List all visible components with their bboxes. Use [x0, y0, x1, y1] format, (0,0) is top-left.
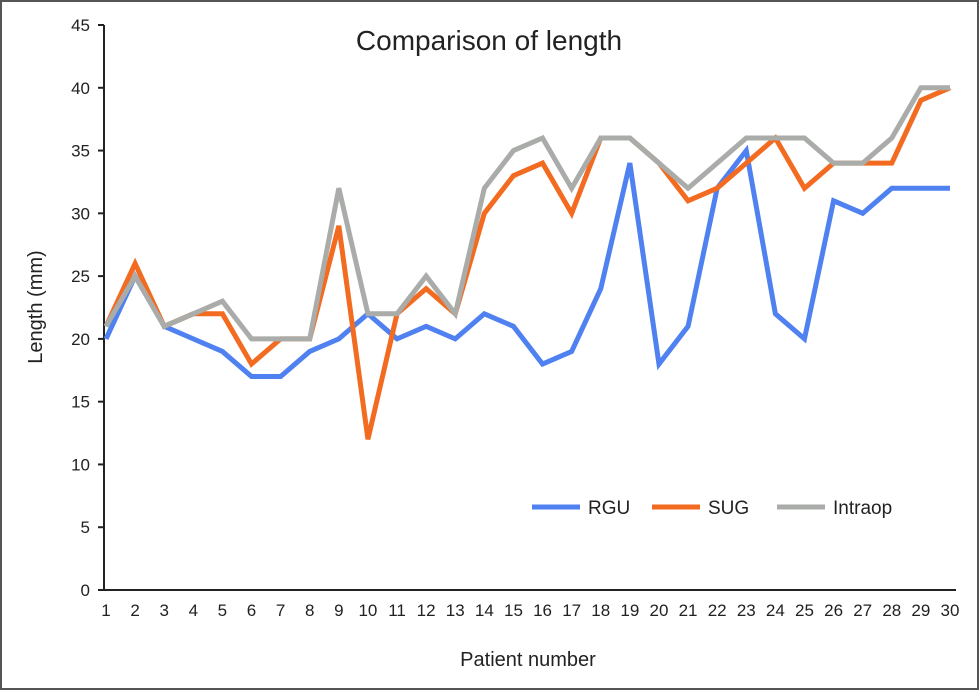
y-tick-label: 15: [71, 393, 90, 412]
x-tick-label: 15: [504, 601, 523, 620]
y-tick-label: 5: [81, 518, 90, 537]
x-tick-label: 14: [475, 601, 494, 620]
x-tick-label: 11: [388, 601, 406, 620]
x-tick-label: 9: [334, 601, 343, 620]
x-tick-label: 19: [620, 601, 639, 620]
legend-label-intraop: Intraop: [833, 498, 892, 519]
y-tick-label: 40: [71, 79, 90, 98]
y-tick-label: 45: [71, 16, 90, 35]
x-tick-label: 6: [247, 601, 256, 620]
series-line-rgu: [103, 144, 950, 380]
x-tick-label: 22: [708, 601, 727, 620]
y-tick-label: 20: [71, 330, 90, 349]
y-tick-label: 35: [71, 142, 90, 161]
x-tick-label: 18: [591, 601, 610, 620]
x-tick-label: 8: [305, 601, 314, 620]
x-axis-label: Patient number: [460, 649, 596, 671]
y-tick-label: 10: [71, 455, 90, 474]
x-tick-label: 17: [562, 601, 581, 620]
x-tick-label: 30: [941, 601, 960, 620]
series-line-sug: [103, 85, 951, 440]
x-tick-label: 26: [824, 601, 843, 620]
x-tick-label: 20: [650, 601, 669, 620]
legend-label-rgu: RGU: [588, 498, 630, 519]
series-line-intraop: [103, 85, 950, 342]
x-tick-label: 7: [276, 601, 285, 620]
y-tick-label: 25: [71, 267, 90, 286]
x-tick-label: 28: [882, 601, 901, 620]
chart-title: Comparison of length: [356, 25, 622, 56]
x-tick-label: 29: [911, 601, 930, 620]
x-tick-label: 25: [795, 601, 814, 620]
y-tick-label: 0: [81, 581, 90, 600]
x-tick-label: 2: [130, 601, 139, 620]
x-tick-label: 4: [189, 601, 198, 620]
x-tick-label: 23: [737, 601, 756, 620]
x-tick-label: 21: [679, 601, 698, 620]
x-tick-label: 24: [766, 601, 785, 620]
x-tick-label: 5: [218, 601, 227, 620]
x-tick-label: 3: [159, 601, 168, 620]
legend-label-sug: SUG: [708, 498, 749, 519]
x-tick-label: 10: [358, 601, 377, 620]
y-axis-label: Length (mm): [25, 250, 47, 363]
y-tick-label: 30: [71, 204, 90, 223]
x-tick-label: 13: [446, 601, 465, 620]
x-tick-label: 12: [417, 601, 436, 620]
x-tick-label: 16: [533, 601, 552, 620]
x-tick-label: 1: [101, 601, 110, 620]
x-tick-label: 27: [853, 601, 872, 620]
